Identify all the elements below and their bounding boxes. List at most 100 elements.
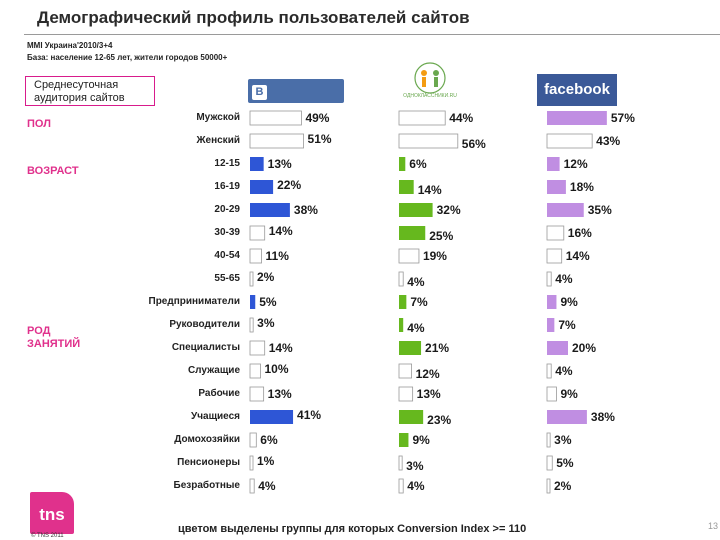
bar-vkontakte	[250, 387, 264, 401]
value-label-odnoklassniki: 14%	[418, 183, 442, 197]
value-label-facebook: 5%	[556, 456, 574, 470]
bar-vkontakte	[250, 203, 290, 217]
bar-vkontakte	[250, 249, 262, 263]
value-label-vkontakte: 38%	[294, 203, 318, 217]
bar-facebook	[547, 226, 564, 240]
page-number: 13	[708, 521, 718, 531]
value-label-odnoklassniki: 4%	[407, 321, 425, 335]
bar-odnoklassniki	[399, 272, 403, 286]
value-label-odnoklassniki: 25%	[429, 229, 453, 243]
bar-facebook	[547, 134, 592, 148]
value-label-odnoklassniki: 6%	[409, 157, 427, 171]
value-label-vkontakte: 13%	[268, 387, 292, 401]
bar-odnoklassniki	[399, 456, 402, 470]
bar-odnoklassniki	[399, 364, 412, 378]
bar-odnoklassniki	[399, 203, 433, 217]
value-label-facebook: 4%	[555, 364, 573, 378]
value-label-odnoklassniki: 23%	[427, 413, 451, 427]
value-label-vkontakte: 10%	[265, 362, 289, 376]
value-label-facebook: 9%	[560, 387, 578, 401]
value-label-facebook: 20%	[572, 341, 596, 355]
value-label-facebook: 3%	[554, 433, 572, 447]
bar-facebook	[547, 272, 551, 286]
bar-facebook	[547, 318, 554, 332]
value-label-facebook: 14%	[566, 249, 590, 263]
value-label-odnoklassniki: 12%	[416, 367, 440, 381]
value-label-vkontakte: 2%	[257, 270, 275, 284]
bar-odnoklassniki	[399, 410, 423, 424]
bar-vkontakte	[250, 318, 253, 332]
value-label-vkontakte: 14%	[269, 224, 293, 238]
value-label-odnoklassniki: 32%	[437, 203, 461, 217]
value-label-vkontakte: 41%	[297, 408, 321, 422]
value-label-vkontakte: 11%	[266, 249, 290, 263]
value-label-odnoklassniki: 9%	[412, 433, 430, 447]
bar-odnoklassniki	[399, 433, 408, 447]
bar-odnoklassniki	[399, 341, 421, 355]
value-label-vkontakte: 49%	[305, 111, 329, 125]
value-label-facebook: 4%	[555, 272, 573, 286]
bar-vkontakte	[250, 410, 293, 424]
value-label-odnoklassniki: 4%	[407, 479, 425, 493]
bar-vkontakte	[250, 272, 253, 286]
bar-facebook	[547, 295, 556, 309]
bar-odnoklassniki	[399, 479, 403, 493]
value-label-facebook: 35%	[588, 203, 612, 217]
bar-vkontakte	[250, 433, 256, 447]
bar-odnoklassniki	[399, 295, 406, 309]
value-label-odnoklassniki: 19%	[423, 249, 447, 263]
bar-odnoklassniki	[399, 180, 414, 194]
value-label-facebook: 9%	[560, 295, 578, 309]
bar-facebook	[547, 410, 587, 424]
bar-facebook	[547, 180, 566, 194]
bar-odnoklassniki	[399, 226, 425, 240]
value-label-odnoklassniki: 3%	[406, 459, 424, 473]
value-label-facebook: 16%	[568, 226, 592, 240]
bar-odnoklassniki	[399, 111, 445, 125]
bar-odnoklassniki	[399, 157, 405, 171]
bar-facebook	[547, 479, 550, 493]
value-label-vkontakte: 1%	[257, 454, 275, 468]
bar-vkontakte	[250, 364, 261, 378]
bar-facebook	[547, 249, 562, 263]
bar-vkontakte	[250, 111, 301, 125]
bar-vkontakte	[250, 180, 273, 194]
bar-facebook	[547, 456, 552, 470]
value-label-vkontakte: 5%	[259, 295, 277, 309]
value-label-vkontakte: 6%	[260, 433, 278, 447]
value-label-facebook: 43%	[596, 134, 620, 148]
bar-vkontakte	[250, 295, 255, 309]
value-label-facebook: 7%	[558, 318, 576, 332]
value-label-facebook: 18%	[570, 180, 594, 194]
value-label-facebook: 38%	[591, 410, 615, 424]
bar-facebook	[547, 111, 607, 125]
bar-vkontakte	[250, 341, 265, 355]
value-label-vkontakte: 13%	[268, 157, 292, 171]
bar-vkontakte	[250, 134, 304, 148]
bar-facebook	[547, 387, 556, 401]
bar-odnoklassniki	[399, 318, 403, 332]
bar-facebook	[547, 203, 584, 217]
value-label-vkontakte: 22%	[277, 178, 301, 192]
value-label-odnoklassniki: 13%	[417, 387, 441, 401]
value-label-vkontakte: 4%	[258, 479, 276, 493]
value-label-odnoklassniki: 44%	[449, 111, 473, 125]
bar-vkontakte	[250, 157, 264, 171]
bar-vkontakte	[250, 479, 254, 493]
value-label-vkontakte: 3%	[257, 316, 275, 330]
value-label-odnoklassniki: 56%	[462, 137, 486, 151]
bar-vkontakte	[250, 226, 265, 240]
value-label-vkontakte: 14%	[269, 341, 293, 355]
value-label-vkontakte: 51%	[308, 132, 332, 146]
footnote: цветом выделены группы для которых Conve…	[178, 523, 526, 535]
bar-vkontakte	[250, 456, 253, 470]
bar-odnoklassniki	[399, 387, 413, 401]
value-label-odnoklassniki: 7%	[410, 295, 428, 309]
value-label-odnoklassniki: 21%	[425, 341, 449, 355]
value-label-facebook: 57%	[611, 111, 635, 125]
bar-facebook	[547, 433, 550, 447]
tns-copyright: © TNS 2011	[31, 533, 64, 539]
bar-facebook	[547, 157, 560, 171]
bar-facebook	[547, 341, 568, 355]
